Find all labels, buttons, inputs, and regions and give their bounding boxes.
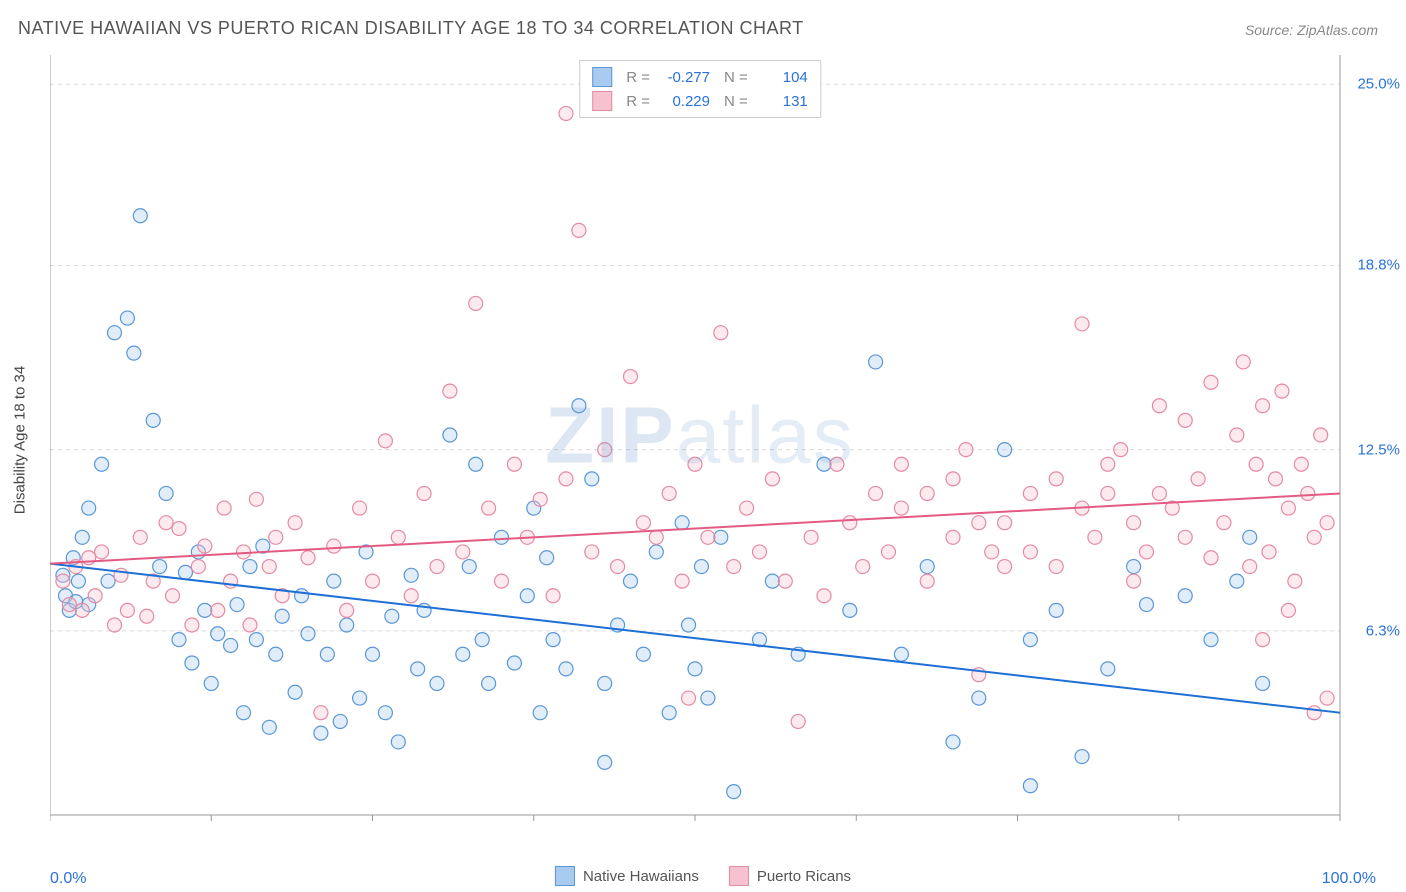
source-attribution: Source: ZipAtlas.com xyxy=(1245,22,1378,38)
n-label: N = xyxy=(724,69,748,86)
legend-swatch-puertoricans xyxy=(729,866,749,886)
x-axis-min-label: 0.0% xyxy=(50,870,86,888)
r-label: R = xyxy=(626,93,650,110)
source-name: ZipAtlas.com xyxy=(1297,22,1378,38)
r-value-hawaiians: -0.277 xyxy=(658,69,710,86)
n-value-hawaiians: 104 xyxy=(756,69,808,86)
chart-area: Disability Age 18 to 34 ZIPatlas R = -0.… xyxy=(50,55,1350,825)
n-label: N = xyxy=(724,93,748,110)
y-tick-label: 18.8% xyxy=(1357,257,1400,274)
r-label: R = xyxy=(626,69,650,86)
chart-title: NATIVE HAWAIIAN VS PUERTO RICAN DISABILI… xyxy=(18,18,804,39)
legend-label-puertoricans: Puerto Ricans xyxy=(757,868,851,885)
stats-row-puertoricans: R = 0.229 N = 131 xyxy=(592,89,808,113)
correlation-stats-box: R = -0.277 N = 104 R = 0.229 N = 131 xyxy=(579,60,821,118)
swatch-puertoricans xyxy=(592,91,612,111)
source-prefix: Source: xyxy=(1245,22,1297,38)
legend-swatch-hawaiians xyxy=(555,866,575,886)
swatch-hawaiians xyxy=(592,67,612,87)
y-tick-label: 6.3% xyxy=(1366,622,1400,639)
y-tick-label: 25.0% xyxy=(1357,76,1400,93)
stats-row-hawaiians: R = -0.277 N = 104 xyxy=(592,65,808,89)
x-axis-max-label: 100.0% xyxy=(1322,870,1376,888)
y-tick-label: 12.5% xyxy=(1357,441,1400,458)
y-axis-label: Disability Age 18 to 34 xyxy=(12,366,29,514)
legend-label-hawaiians: Native Hawaiians xyxy=(583,868,699,885)
legend-item-hawaiians: Native Hawaiians xyxy=(555,866,699,886)
n-value-puertoricans: 131 xyxy=(756,93,808,110)
series-legend: Native Hawaiians Puerto Ricans xyxy=(555,866,851,886)
scatter-plot xyxy=(50,55,1350,825)
r-value-puertoricans: 0.229 xyxy=(658,93,710,110)
legend-item-puertoricans: Puerto Ricans xyxy=(729,866,851,886)
